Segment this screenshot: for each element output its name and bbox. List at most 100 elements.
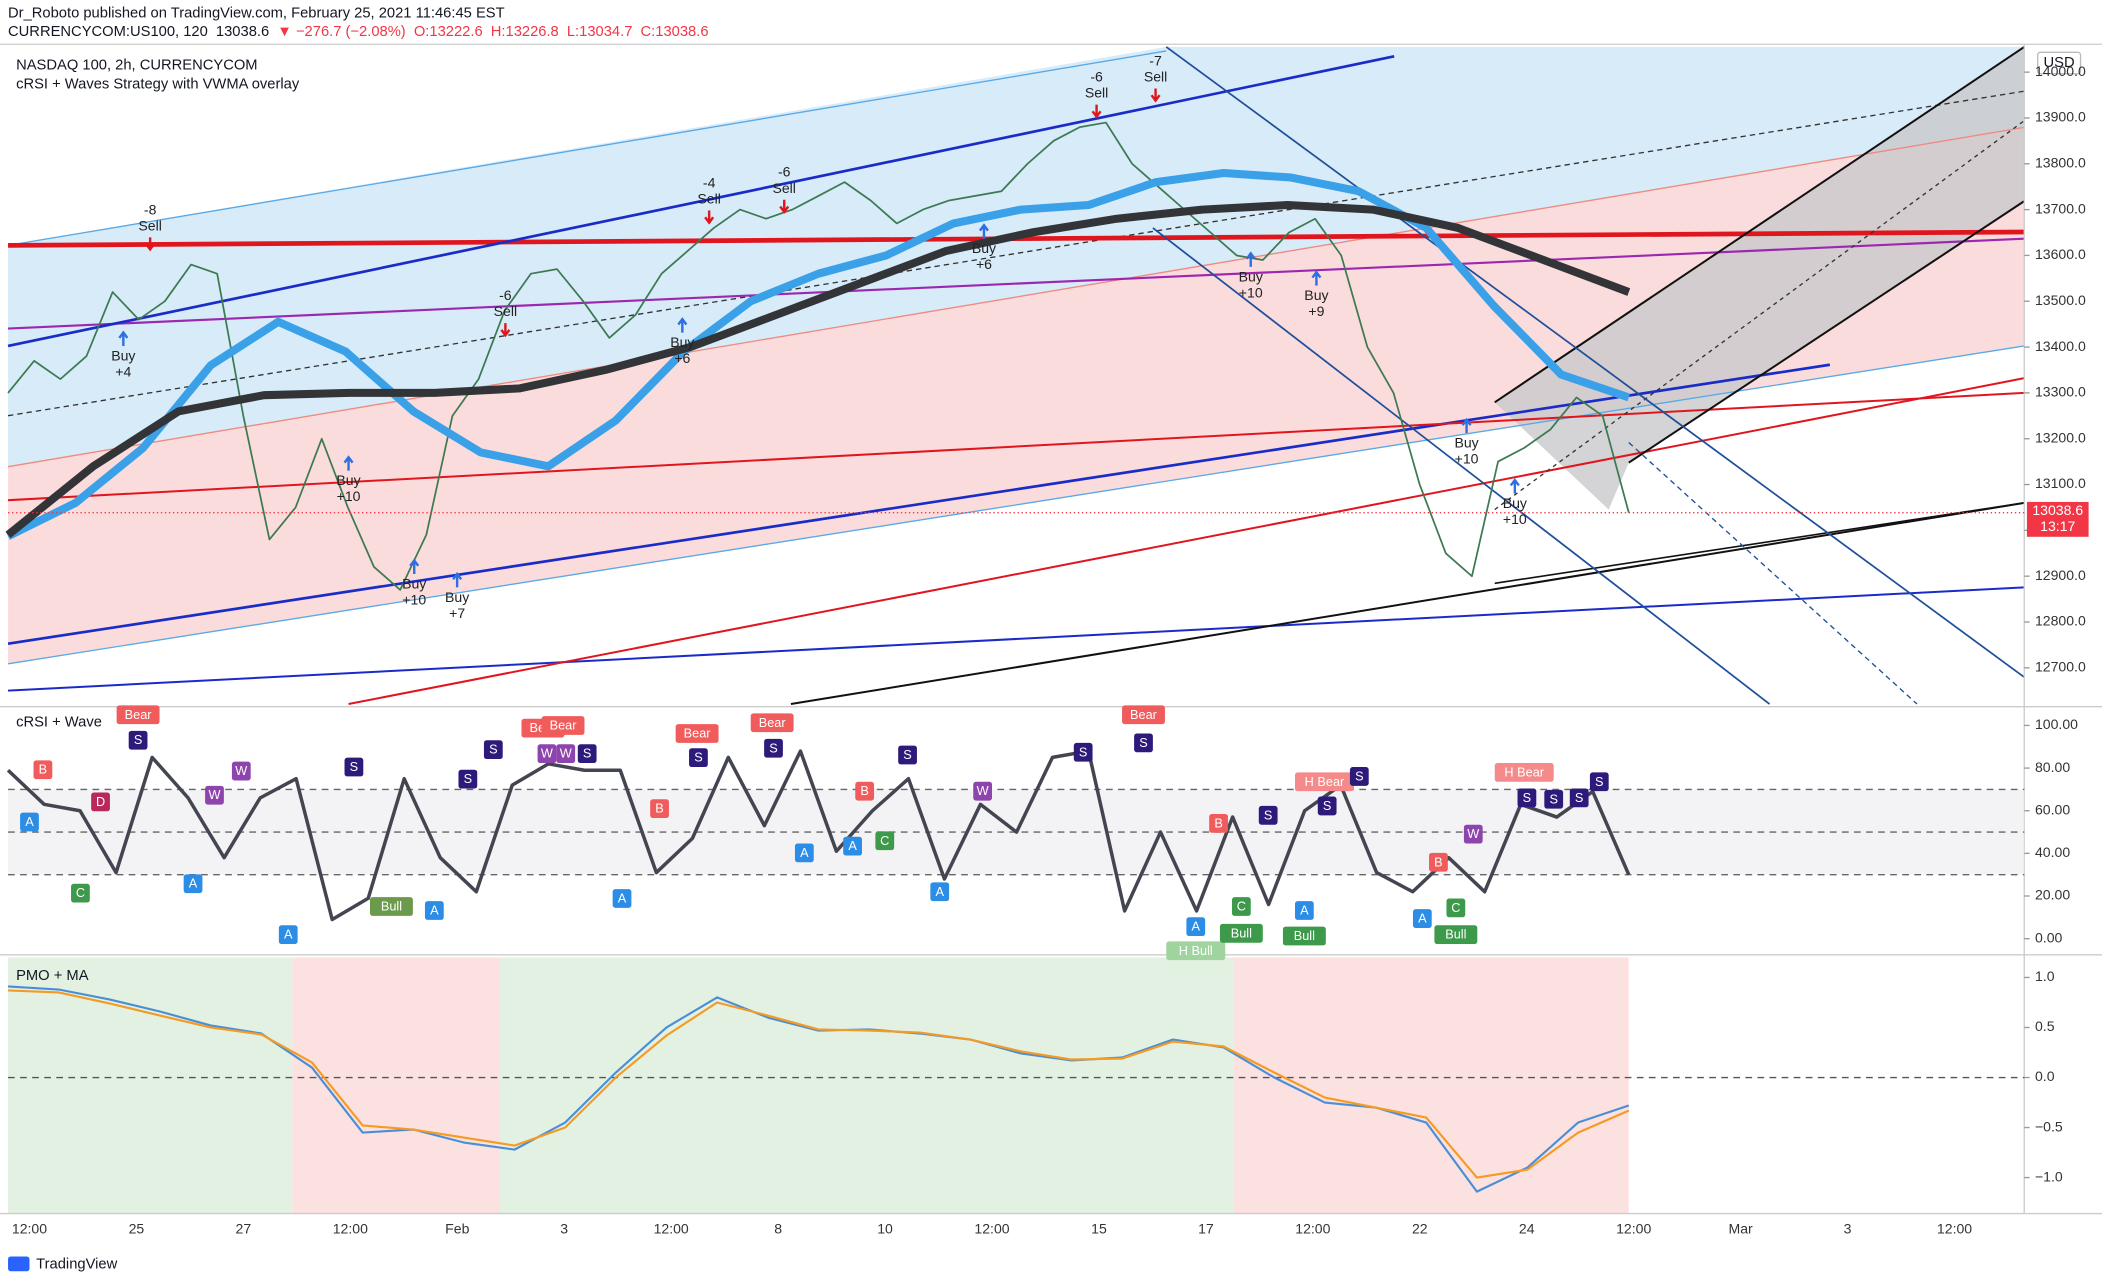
change: ▼ −276.7 (−2.08%) <box>277 24 405 40</box>
badge-box <box>128 730 148 750</box>
buy-arrow <box>409 558 420 574</box>
annotation-bottom: Sell <box>697 191 720 207</box>
x-tick-label: 12:00 <box>1616 1220 1651 1236</box>
badge-box <box>1219 923 1263 943</box>
annotation-top: -6 <box>499 287 512 303</box>
trend-line <box>7 50 1167 247</box>
badge-label: H Bear <box>1305 774 1345 789</box>
annotation-top: Buy <box>445 589 469 605</box>
y-tick-label: 13900.0 <box>2035 109 2086 125</box>
x-tick-label: 22 <box>1412 1220 1428 1236</box>
channel-blue <box>8 46 2025 467</box>
badge-box <box>1349 767 1369 786</box>
badge-label: C <box>1237 899 1246 914</box>
x-tick-label: 17 <box>1198 1220 1214 1236</box>
y-tick-label: 1.0 <box>2035 968 2055 984</box>
badge-label: S <box>903 747 911 762</box>
last: 13038.6 <box>216 24 269 40</box>
annotation-top: Buy <box>1454 435 1478 451</box>
buy-arrow <box>1311 270 1322 286</box>
badge-label: W <box>977 783 989 798</box>
countdown: 13:17 <box>2040 518 2075 534</box>
trend-line <box>1152 227 1771 705</box>
footer: TradingView <box>36 1256 117 1272</box>
y-tick-label: −1.0 <box>2035 1168 2063 1184</box>
badge-label: S <box>1575 790 1583 805</box>
annotation-bottom: +10 <box>1239 284 1263 300</box>
badge-label: S <box>1355 768 1363 783</box>
x-tick-label: 25 <box>129 1220 145 1236</box>
badge-label: A <box>935 884 944 899</box>
annotation-top: Buy <box>402 575 426 591</box>
badge-box <box>1073 742 1093 762</box>
badge-box <box>1231 897 1251 916</box>
badge-box <box>1412 909 1432 928</box>
pane-title: cRSI + Wave <box>16 715 102 731</box>
annotation-top: -8 <box>144 201 157 217</box>
annotation-bottom: Sell <box>1085 85 1108 101</box>
y-tick-label: 100.00 <box>2035 716 2078 732</box>
badge-label: Bull <box>1445 927 1466 942</box>
badge-label: A <box>800 845 809 860</box>
badge-label: H Bull <box>1179 943 1213 958</box>
badge-box <box>1317 796 1337 816</box>
symbol-line: CURRENCYCOM:US100, 120 13038.6 ▼ −276.7 … <box>8 24 708 40</box>
annotation-top: -6 <box>1090 68 1103 84</box>
badge-label: B <box>860 783 868 798</box>
annotation-bottom: Sell <box>1144 68 1167 84</box>
badge-label: A <box>618 890 627 905</box>
y-tick-label: 12800.0 <box>2035 613 2086 629</box>
badge-box <box>1294 772 1354 792</box>
series-line <box>5 201 1631 539</box>
y-tick-label: 14000.0 <box>2035 63 2086 79</box>
buy-arrow <box>978 223 989 239</box>
trend-line <box>1494 502 2025 585</box>
badge-label: A <box>848 838 857 853</box>
badge-label: W <box>541 746 553 761</box>
y-tick-label: 13600.0 <box>2035 246 2086 262</box>
badge-label: S <box>1549 791 1557 806</box>
last-price-tag <box>2026 501 2089 537</box>
badge-label: A <box>1418 911 1427 926</box>
badge-box <box>764 738 783 758</box>
badge-box <box>1166 941 1226 961</box>
series-line <box>6 749 1631 922</box>
badge-label: S <box>583 746 591 761</box>
buy-arrow <box>1509 478 1520 494</box>
badge-box <box>424 901 444 920</box>
x-tick-label: 12:00 <box>1295 1220 1330 1236</box>
badge-label: C <box>880 833 889 848</box>
badge-box <box>369 897 413 916</box>
annotation-top: Buy <box>1239 268 1263 284</box>
close: C:13038.6 <box>641 24 709 40</box>
badge-label: W <box>560 746 572 761</box>
annotation-top: Buy <box>1304 287 1328 303</box>
buy-arrow <box>452 571 463 588</box>
annotation-top: -4 <box>703 174 716 190</box>
badge-label: S <box>694 750 702 765</box>
y-tick-label: 20.00 <box>2035 887 2070 903</box>
badge-box <box>1434 925 1478 945</box>
series-line <box>7 121 1630 591</box>
footer-logo <box>8 1256 30 1272</box>
x-tick-label: 8 <box>774 1220 782 1236</box>
y-tick-label: 12700.0 <box>2035 659 2086 675</box>
x-tick-label: 3 <box>1844 1220 1852 1236</box>
sell-arrow <box>1150 88 1161 103</box>
annotation-top: Buy <box>111 347 135 363</box>
trend-line <box>1628 200 2025 464</box>
x-tick-label: 12:00 <box>654 1220 689 1236</box>
currency-box[interactable] <box>2036 51 2082 75</box>
badge-label: A <box>1192 919 1201 934</box>
annotation-bottom: +10 <box>1503 511 1527 527</box>
badge-box <box>1569 788 1589 808</box>
pane-subtitle: cRSI + Waves Strategy with VWMA overlay <box>16 76 300 92</box>
annotation-top: Buy <box>670 334 694 350</box>
y-tick-label: 12900.0 <box>2035 567 2086 583</box>
badge-label: A <box>25 814 34 829</box>
badge-label: S <box>1139 735 1147 750</box>
badge-box <box>750 713 794 733</box>
badge-box <box>875 831 895 851</box>
pane-title: PMO + MA <box>16 968 89 984</box>
buy-arrow <box>1461 417 1472 434</box>
